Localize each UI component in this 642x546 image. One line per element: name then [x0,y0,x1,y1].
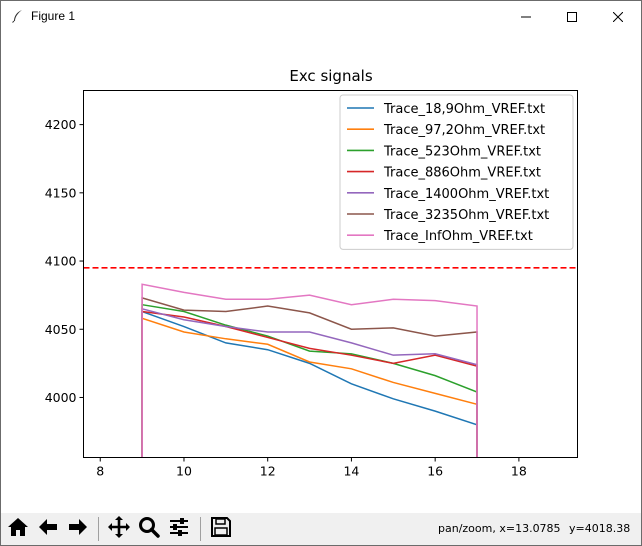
navigation-toolbar: pan/zoom, x=13.0785 y=4018.38 [1,513,641,545]
forward-arrow-icon [67,516,89,543]
legend-label: Trace_523Ohm_VREF.txt [383,144,541,159]
series-line-3 [141,310,478,458]
x-tick-label: 16 [427,464,443,479]
toolbar-separator [98,517,99,541]
series-line-5 [141,296,478,458]
feather-icon [11,9,25,23]
x-tick-label: 8 [96,464,104,479]
legend: Trace_18,9Ohm_VREF.txt Trace_97,2Ohm_VREF… [339,94,574,250]
close-button[interactable] [595,1,641,32]
save-icon [210,516,232,543]
axis-ticks: 8 10 12 14 16 18 4000 4050 4100 4150 4200 [45,117,527,478]
pan-button[interactable] [106,515,132,544]
zoom-icon [138,516,160,543]
legend-label: Trace_97,2Ohm_VREF.txt [383,123,545,138]
y-tick-label: 4200 [45,117,77,132]
y-tick-label: 4050 [45,322,77,337]
maximize-icon [567,11,577,22]
figure-canvas[interactable]: Exc signals 8 10 12 14 16 18 4000 4050 4100 4150 4… [1,32,641,511]
minimize-icon [521,12,531,22]
back-button[interactable] [35,516,61,542]
x-tick-label: 12 [260,464,276,479]
maximize-button[interactable] [549,1,595,32]
zoom-button[interactable] [136,516,162,542]
series-line-1 [141,317,478,458]
legend-label: Trace_InfOhm_VREF.txt [383,229,533,244]
minimize-button[interactable] [503,1,549,32]
back-arrow-icon [37,516,59,543]
title-bar[interactable]: Figure 1 [1,1,641,32]
close-icon [613,11,623,22]
series-line-4 [141,307,478,458]
legend-label: Trace_1400Ohm_VREF.txt [383,187,549,202]
series-line-6 [141,283,478,458]
forward-button[interactable] [65,516,91,542]
save-button[interactable] [208,516,234,542]
y-tick-label: 4100 [45,254,77,269]
configure-subplots-icon [168,516,190,543]
x-tick-label: 10 [176,464,192,479]
legend-label: Trace_886Ohm_VREF.txt [383,166,541,181]
chart-title: Exc signals [289,67,372,85]
legend-label: Trace_18,9Ohm_VREF.txt [383,102,545,117]
series-line-2 [141,303,478,458]
y-tick-label: 4150 [45,185,77,200]
chart-svg[interactable]: Exc signals 8 10 12 14 16 18 4000 4050 4100 4150 4… [1,32,641,511]
window-title: Figure 1 [31,9,76,23]
plot-area [83,267,578,458]
configure-subplots-button[interactable] [166,516,192,542]
home-button[interactable] [5,516,31,542]
x-tick-label: 18 [511,464,527,479]
pan-icon [107,515,131,544]
series-line-0 [141,310,478,458]
legend-box [339,94,574,250]
toolbar-separator [200,517,201,541]
axes-frame [83,90,578,458]
legend-label: Trace_3235Ohm_VREF.txt [383,208,549,223]
home-icon [7,516,29,543]
y-tick-label: 4000 [45,390,77,405]
status-mode-readout: pan/zoom, x=13.0785 [438,522,561,535]
status-y-readout: y=4018.38 [569,522,631,535]
x-tick-label: 14 [343,464,359,479]
